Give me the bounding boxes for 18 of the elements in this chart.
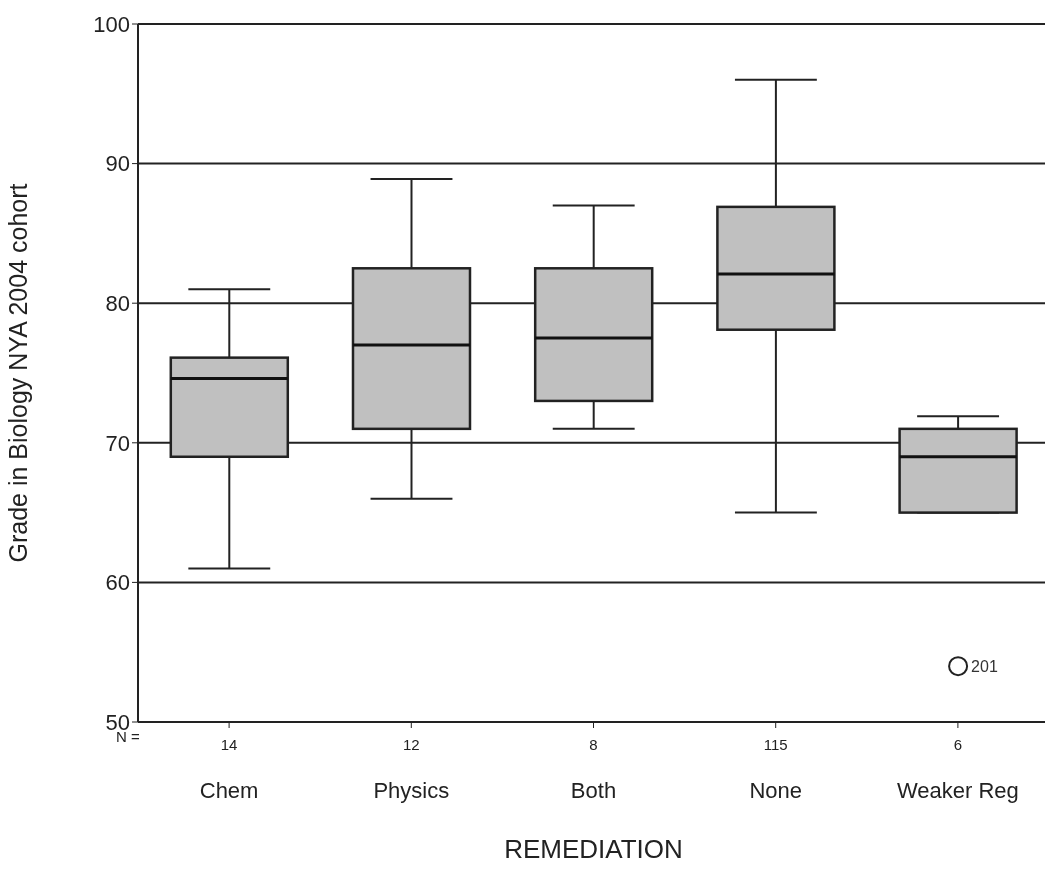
x-axis-title: REMEDIATION <box>504 834 683 864</box>
y-tick-label: 80 <box>105 291 130 317</box>
text: 6 <box>953 736 963 753</box>
text: 115 <box>763 736 788 753</box>
y-tick-label: 90 <box>105 151 130 177</box>
y-tick-label: 60 <box>105 570 130 596</box>
y-axis-title: Grade in Biology NYA 2004 cohort <box>3 183 32 563</box>
text: 8 <box>589 736 598 753</box>
x-tick-label: Weaker Reg <box>896 778 1019 803</box>
x-tick-label: Chem <box>199 778 259 803</box>
y-tick-label: 70 <box>105 430 130 456</box>
annotation: 201 <box>971 658 998 676</box>
text: 12 <box>402 736 420 753</box>
text: 14 <box>220 736 238 753</box>
x-tick-label: None <box>749 778 802 803</box>
y-tick-label: 100 <box>93 11 130 37</box>
x-tick-label: Physics <box>373 778 450 803</box>
x-tick-label: Both <box>570 778 617 803</box>
